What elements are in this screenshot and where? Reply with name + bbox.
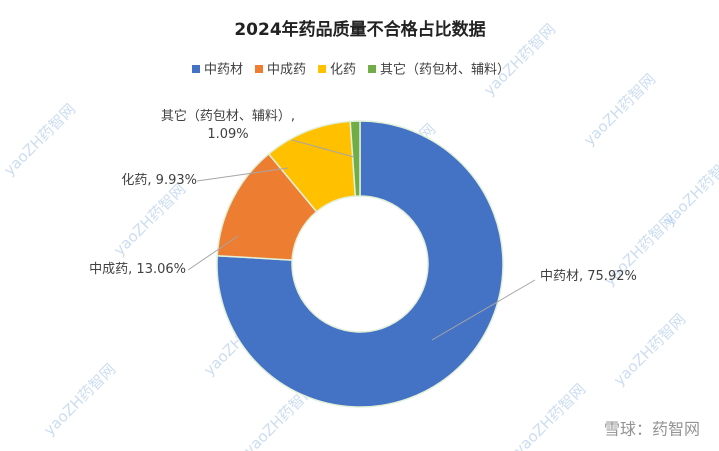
leader-line bbox=[291, 139, 355, 158]
legend-label: 中药材 bbox=[204, 63, 243, 78]
data-label: 其它（药包材、辅料）, 1.09% bbox=[160, 109, 296, 142]
legend-swatch bbox=[255, 65, 264, 73]
watermark: yaoZH药智网 bbox=[110, 180, 189, 259]
watermark: yaoZH药智网 bbox=[480, 20, 559, 99]
legend-label: 中成药 bbox=[267, 63, 306, 78]
legend-swatch bbox=[192, 65, 200, 73]
data-label: 中药材, 75.92% bbox=[540, 269, 637, 284]
watermark: yaoZH药智网 bbox=[610, 310, 689, 389]
watermark: yaoZH药智网 bbox=[0, 100, 79, 179]
leader-line bbox=[187, 235, 239, 271]
data-label: 化药, 9.93% bbox=[121, 173, 197, 188]
chart-title: 2024年药品质量不合格占比数据 bbox=[234, 19, 485, 40]
watermark: yaoZH药智网 bbox=[580, 70, 659, 149]
leader-line bbox=[431, 279, 536, 341]
donut-slice bbox=[349, 120, 361, 197]
leader-line bbox=[196, 167, 289, 182]
watermark: yaoZH药智网 bbox=[40, 360, 119, 439]
watermark: yaoZH药智网 bbox=[660, 150, 719, 229]
donut-slice bbox=[216, 120, 504, 408]
legend-swatch bbox=[318, 65, 327, 73]
watermark: yaoZH药智网 bbox=[510, 380, 589, 451]
source-watermark: 雪球：药智网 bbox=[604, 420, 700, 439]
legend-label: 化药 bbox=[330, 63, 356, 78]
legend-swatch bbox=[368, 65, 377, 73]
legend-label: 其它（药包材、辅料） bbox=[380, 62, 510, 78]
data-label: 中成药, 13.06% bbox=[89, 262, 186, 277]
